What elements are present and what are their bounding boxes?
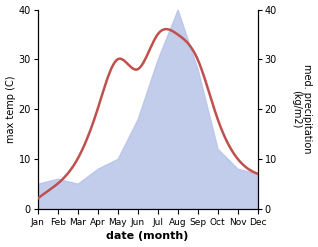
Y-axis label: max temp (C): max temp (C)	[5, 75, 16, 143]
X-axis label: date (month): date (month)	[107, 231, 189, 242]
Y-axis label: med. precipitation
(kg/m2): med. precipitation (kg/m2)	[291, 64, 313, 154]
